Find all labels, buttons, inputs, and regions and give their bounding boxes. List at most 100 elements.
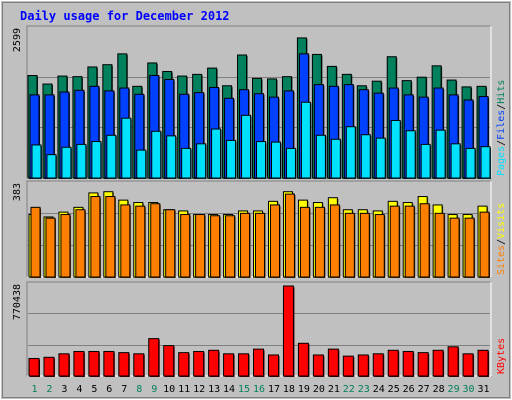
bar-pages-day-19 — [300, 101, 311, 179]
bar-sites-day-10 — [165, 209, 176, 278]
bar-pages-day-23 — [360, 134, 371, 179]
bar-sites-day-9 — [150, 203, 161, 278]
bar-sites-day-25 — [389, 205, 400, 278]
bar-kbytes-day-15 — [238, 353, 250, 377]
x-tick-label-day-28: 28 — [433, 384, 445, 395]
bar-kbytes-day-5 — [88, 350, 100, 377]
x-tick-label-day-4: 4 — [76, 384, 82, 395]
bar-sites-day-29 — [449, 217, 460, 278]
bar-pages-day-14 — [226, 139, 237, 179]
bar-pages-day-6 — [106, 134, 117, 179]
y-max-label-2: 383 — [12, 183, 23, 201]
bar-sites-day-30 — [464, 217, 475, 278]
x-tick-label-day-12: 12 — [193, 384, 205, 395]
y-legend-label-3: KBytes — [496, 338, 507, 374]
bar-kbytes-day-26 — [402, 350, 414, 377]
x-tick-label-day-5: 5 — [91, 384, 97, 395]
bar-kbytes-day-29 — [447, 346, 459, 377]
bar-pages-day-29 — [450, 143, 461, 179]
x-tick-label-day-1: 1 — [31, 384, 37, 395]
bar-pages-day-27 — [420, 143, 431, 179]
legend-hits: Hits — [496, 80, 507, 104]
chart-title: Daily usage for December 2012 — [20, 9, 230, 23]
x-tick-label-day-10: 10 — [163, 384, 175, 395]
bar-kbytes-day-4 — [73, 350, 85, 377]
legend-separator: / — [496, 239, 507, 245]
bar-kbytes-day-7 — [118, 352, 130, 377]
bar-sites-day-5 — [90, 196, 101, 278]
bar-kbytes-day-3 — [58, 353, 70, 377]
x-tick-label-day-13: 13 — [208, 384, 220, 395]
bar-kbytes-day-6 — [103, 350, 115, 377]
legend-kbytes: KBytes — [496, 338, 507, 374]
bar-pages-day-17 — [270, 141, 281, 179]
bar-sites-day-7 — [120, 204, 131, 278]
x-tick-label-day-24: 24 — [373, 384, 385, 395]
bar-kbytes-day-30 — [462, 353, 474, 377]
bar-sites-day-4 — [75, 209, 86, 278]
x-tick-label-day-25: 25 — [388, 384, 400, 395]
bar-sites-day-21 — [329, 204, 340, 278]
x-tick-label-day-3: 3 — [61, 384, 67, 395]
bar-sites-day-22 — [344, 212, 355, 278]
bar-sites-day-20 — [314, 206, 325, 278]
bar-kbytes-day-23 — [357, 354, 369, 377]
bar-pages-day-20 — [315, 134, 326, 179]
x-tick-label-day-6: 6 — [106, 384, 112, 395]
bar-pages-day-22 — [345, 126, 356, 179]
bar-kbytes-day-9 — [148, 338, 160, 377]
x-tick-label-day-27: 27 — [418, 384, 430, 395]
bar-pages-day-26 — [405, 130, 416, 179]
bar-pages-day-31 — [480, 146, 491, 179]
bar-sites-day-16 — [255, 212, 266, 278]
bar-sites-day-15 — [240, 212, 251, 278]
x-tick-label-day-8: 8 — [136, 384, 142, 395]
bar-pages-day-28 — [435, 129, 446, 179]
bar-kbytes-day-13 — [208, 349, 220, 377]
bar-sites-day-27 — [419, 203, 430, 278]
bar-pages-day-25 — [390, 119, 401, 179]
x-tick-label-day-30: 30 — [463, 384, 475, 395]
bar-sites-day-24 — [374, 214, 385, 278]
bar-pages-day-21 — [330, 138, 341, 179]
bar-pages-day-7 — [121, 117, 132, 179]
bar-sites-day-12 — [195, 214, 206, 278]
bar-sites-day-19 — [299, 206, 310, 278]
bar-pages-day-15 — [241, 114, 252, 179]
bar-sites-day-13 — [210, 215, 221, 278]
bar-pages-day-13 — [211, 128, 222, 179]
x-tick-label-day-18: 18 — [283, 384, 295, 395]
bar-kbytes-day-22 — [342, 355, 354, 377]
x-tick-label-day-2: 2 — [46, 384, 52, 395]
bar-pages-day-11 — [181, 147, 192, 179]
bar-kbytes-day-19 — [297, 342, 309, 377]
bar-pages-day-1 — [31, 144, 42, 179]
bar-kbytes-day-16 — [253, 348, 265, 377]
legend-sites: Sites — [496, 245, 507, 275]
bar-sites-day-2 — [45, 217, 56, 278]
bar-sites-day-6 — [105, 196, 116, 278]
x-tick-label-day-14: 14 — [223, 384, 235, 395]
bar-sites-day-11 — [180, 214, 191, 278]
bar-sites-day-3 — [60, 214, 71, 278]
bar-kbytes-day-18 — [282, 285, 294, 377]
bar-sites-day-23 — [359, 212, 370, 278]
bar-sites-day-8 — [135, 205, 146, 278]
bar-kbytes-day-31 — [477, 349, 489, 377]
bar-kbytes-day-11 — [178, 352, 190, 377]
x-tick-label-day-17: 17 — [268, 384, 280, 395]
bar-kbytes-day-25 — [387, 349, 399, 377]
bar-pages-day-18 — [285, 147, 296, 179]
bar-pages-day-10 — [166, 135, 177, 179]
legend-separator: / — [496, 104, 507, 110]
x-tick-label-day-16: 16 — [253, 384, 265, 395]
x-tick-label-day-9: 9 — [151, 384, 157, 395]
legend-visits: Visits — [496, 203, 507, 239]
y-max-label-3: 770438 — [12, 284, 23, 320]
bar-pages-day-30 — [465, 147, 476, 179]
x-tick-label-day-20: 20 — [313, 384, 325, 395]
y-max-label-1: 2599 — [12, 28, 23, 52]
